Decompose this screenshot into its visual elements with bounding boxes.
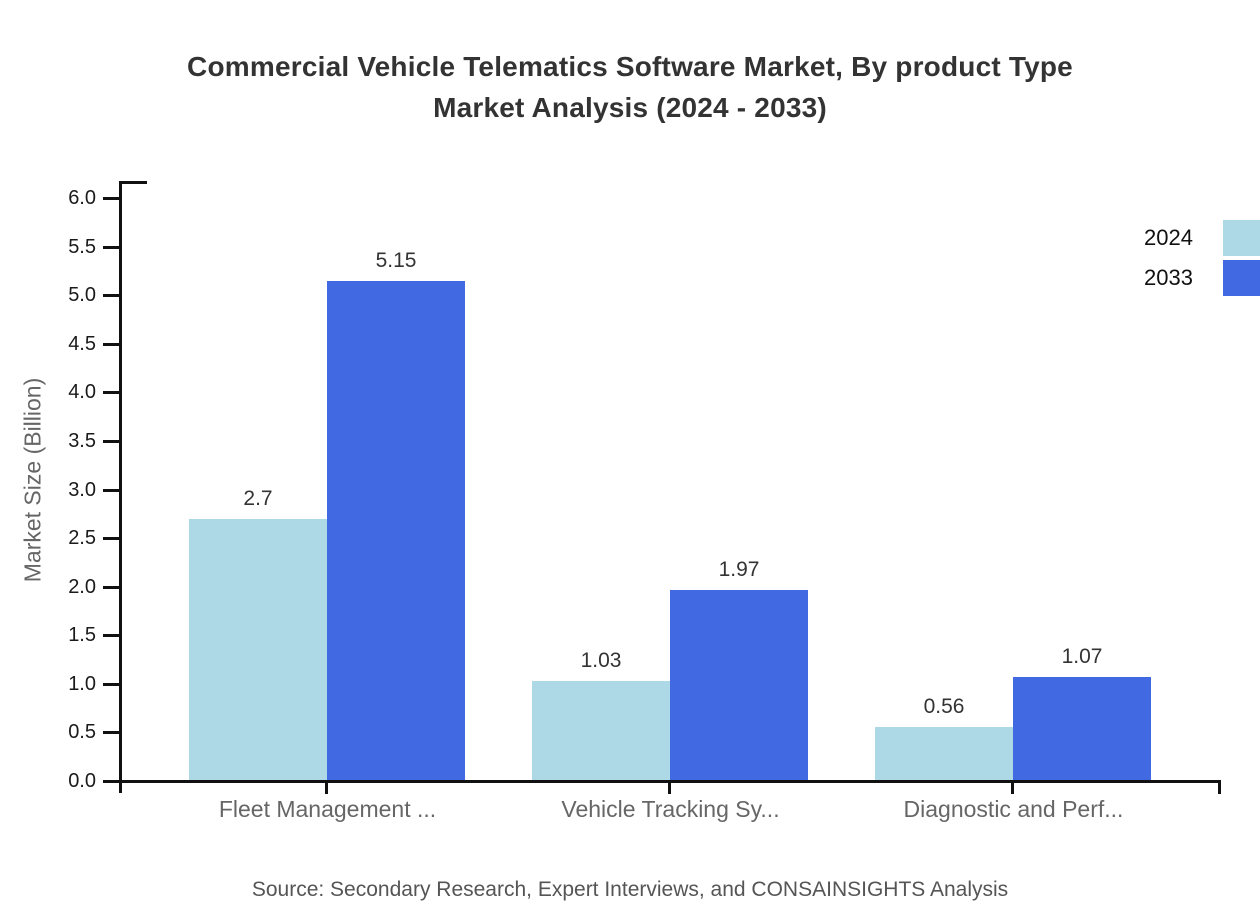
y-tick <box>103 391 120 394</box>
y-tick <box>103 294 120 297</box>
value-label: 1.07 <box>1061 645 1103 668</box>
y-axis-top-cap <box>119 181 147 184</box>
legend-item-2033: 2033 <box>1144 258 1260 298</box>
y-tick-label: 5.0 <box>68 284 96 306</box>
value-label: 1.03 <box>580 649 622 672</box>
y-tick-label: 1.0 <box>68 673 96 695</box>
y-tick <box>103 440 120 443</box>
y-tick <box>103 246 120 249</box>
y-tick-label: 4.0 <box>68 381 96 403</box>
category-label: Vehicle Tracking Sy... <box>561 796 780 822</box>
y-tick-label: 0.5 <box>68 721 96 743</box>
y-tick-label: 0.0 <box>68 770 96 792</box>
bar-2024 <box>532 681 670 781</box>
y-tick-label: 3.5 <box>68 430 96 452</box>
bar-2024 <box>189 519 327 781</box>
value-label: 0.56 <box>923 695 965 718</box>
y-tick <box>103 343 120 346</box>
bar-2033 <box>670 590 808 781</box>
y-tick-label: 4.5 <box>68 333 96 355</box>
y-tick <box>103 197 120 200</box>
x-axis-end-cap <box>1218 780 1221 794</box>
value-label: 1.97 <box>718 558 760 581</box>
y-tick-label: 6.0 <box>68 187 96 209</box>
value-label: 2.7 <box>243 487 273 510</box>
chart-title: Commercial Vehicle Telematics Software M… <box>0 46 1260 128</box>
y-tick <box>103 586 120 589</box>
value-label: 5.15 <box>375 249 417 272</box>
legend-swatch-2024-icon <box>1223 220 1260 256</box>
legend-label-2033: 2033 <box>1144 265 1193 290</box>
y-tick <box>103 683 120 686</box>
y-tick <box>103 634 120 637</box>
bar-2024 <box>875 727 1013 781</box>
y-tick-label: 2.5 <box>68 527 96 549</box>
y-tick-label: 1.5 <box>68 624 96 646</box>
x-tick <box>668 781 671 794</box>
category-label: Fleet Management ... <box>218 796 437 822</box>
legend-swatch-2033-icon <box>1223 260 1260 296</box>
y-axis-line <box>119 181 122 793</box>
y-tick <box>103 537 120 540</box>
x-axis-line <box>103 780 1221 783</box>
bar-2033 <box>1013 677 1151 781</box>
chart-title-line2: Market Analysis (2024 - 2033) <box>433 92 827 123</box>
y-tick <box>103 489 120 492</box>
category-label: Diagnostic and Perf... <box>903 796 1124 822</box>
legend-item-2024: 2024 <box>1144 218 1260 258</box>
bar-2033 <box>327 281 465 781</box>
x-tick <box>325 781 328 794</box>
y-tick-label: 5.5 <box>68 236 96 258</box>
y-tick <box>103 731 120 734</box>
chart-title-line1: Commercial Vehicle Telematics Software M… <box>187 51 1073 82</box>
y-tick-label: 3.0 <box>68 479 96 501</box>
legend: 2024 2033 <box>1144 218 1260 298</box>
legend-label-2024: 2024 <box>1144 225 1193 250</box>
x-tick <box>1011 781 1014 794</box>
y-tick-label: 2.0 <box>68 576 96 598</box>
source-text: Source: Secondary Research, Expert Inter… <box>251 878 1009 901</box>
